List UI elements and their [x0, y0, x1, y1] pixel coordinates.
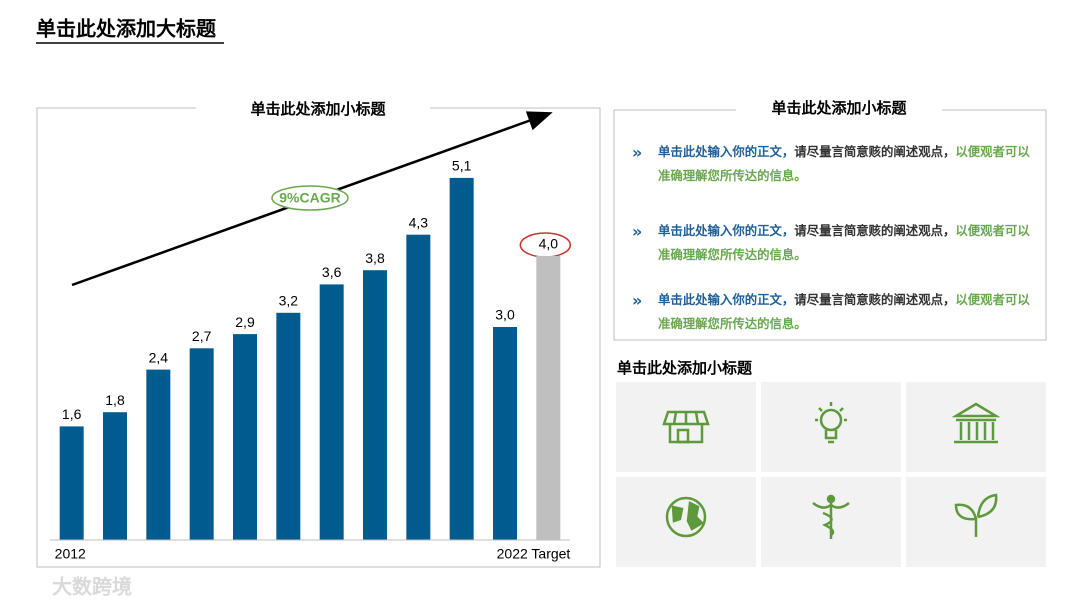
icon-tile — [616, 382, 756, 472]
item-lead: 单击此处输入你的正文， — [658, 223, 795, 238]
bulb-icon — [815, 402, 847, 444]
item-body: 请尽量言简意赅的阐述观点， — [794, 144, 956, 159]
globe-icon — [665, 496, 707, 538]
value-label: 3,8 — [365, 250, 385, 266]
bar — [319, 284, 344, 540]
subtitle-gap — [196, 100, 430, 118]
item-highlight: 以便观者可以准确理解您所传达的信息。 — [658, 223, 1030, 262]
bar — [276, 312, 301, 540]
bar — [449, 177, 474, 540]
bar — [189, 348, 214, 540]
chevron: » — [632, 143, 643, 162]
item-highlight: 以便观者可以准确理解您所传达的信息。 — [658, 292, 1030, 331]
value-label: 2,9 — [235, 314, 255, 330]
plant-icon — [954, 493, 998, 537]
bar — [536, 256, 561, 540]
item-body: 请尽量言简意赅的阐述观点， — [794, 292, 956, 307]
bar — [146, 369, 171, 540]
value-label: 3,6 — [322, 264, 342, 280]
value-label: 3,0 — [495, 307, 515, 323]
bar — [493, 327, 517, 540]
item-body: 请尽量言简意赅的阐述观点， — [794, 223, 956, 238]
text-item: 单击此处输入你的正文，请尽量言简意赅的阐述观点，以便观者可以准确理解您所传达的信… — [658, 288, 1042, 336]
value-label: 4,0 — [539, 236, 559, 252]
icon-tile — [761, 477, 901, 567]
value-label: 4,3 — [409, 214, 429, 230]
value-label: 3,2 — [279, 293, 299, 309]
panel-title: 单击此处添加小标题 — [771, 99, 907, 117]
bar — [103, 412, 127, 540]
item-lead: 单击此处输入你的正文， — [658, 144, 795, 159]
slide-title: 单击此处添加大标题 — [36, 16, 217, 40]
shop-icon — [662, 410, 710, 444]
icon-section-title: 单击此处添加小标题 — [617, 359, 753, 377]
x-tick-label: 2022 Target — [497, 546, 571, 562]
icon-tile — [616, 477, 756, 567]
bank-icon — [951, 402, 1001, 444]
icon-tile — [906, 477, 1046, 567]
value-label: 1,6 — [62, 406, 82, 422]
bar — [363, 270, 387, 540]
icon-tile — [761, 382, 901, 472]
item-highlight: 以便观者可以准确理解您所传达的信息。 — [658, 144, 1030, 183]
chevron: » — [632, 222, 643, 241]
text-item: 单击此处输入你的正文，请尽量言简意赅的阐述观点，以便观者可以准确理解您所传达的信… — [658, 219, 1042, 267]
item-lead: 单击此处输入你的正文， — [658, 292, 795, 307]
caduceus-icon — [812, 494, 850, 539]
value-label: 2,7 — [192, 328, 212, 344]
icon-tile — [906, 382, 1046, 472]
x-tick-label: 2012 — [55, 546, 86, 562]
panel-title-gap — [736, 100, 942, 118]
bar — [406, 234, 431, 540]
chevron: » — [632, 291, 643, 310]
chart-subtitle: 单击此处添加小标题 — [250, 100, 386, 118]
cagr-ellipse — [271, 185, 349, 211]
watermark: 大数跨境 — [52, 574, 132, 598]
value-label: 2,4 — [149, 349, 169, 365]
cagr-label: 9%CAGR — [279, 190, 340, 206]
text-item: 单击此处输入你的正文，请尽量言简意赅的阐述观点，以便观者可以准确理解您所传达的信… — [658, 140, 1042, 188]
bar — [59, 426, 84, 540]
value-label: 1,8 — [105, 392, 125, 408]
bar — [233, 334, 257, 540]
value-label: 5,1 — [452, 158, 472, 174]
